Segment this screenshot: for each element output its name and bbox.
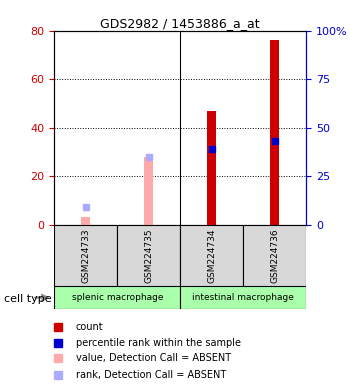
Text: count: count (76, 322, 104, 332)
Title: GDS2982 / 1453886_a_at: GDS2982 / 1453886_a_at (100, 17, 260, 30)
Bar (54, 286, 180, 309)
Text: GSM224733: GSM224733 (81, 228, 90, 283)
Text: intestinal macrophage: intestinal macrophage (192, 293, 294, 302)
Bar (117, 225, 180, 286)
Text: percentile rank within the sample: percentile rank within the sample (76, 338, 241, 348)
Text: value, Detection Call = ABSENT: value, Detection Call = ABSENT (76, 353, 231, 363)
Bar (270, 40, 279, 225)
Bar (81, 217, 90, 225)
Bar (207, 111, 216, 225)
Text: rank, Detection Call = ABSENT: rank, Detection Call = ABSENT (76, 371, 226, 381)
Text: GSM224735: GSM224735 (144, 228, 153, 283)
Bar (144, 157, 153, 225)
Bar (243, 225, 306, 286)
Bar (180, 225, 243, 286)
Text: cell type: cell type (4, 294, 51, 304)
Text: GSM224736: GSM224736 (270, 228, 279, 283)
Text: GSM224734: GSM224734 (207, 228, 216, 283)
Text: splenic macrophage: splenic macrophage (71, 293, 163, 302)
Bar (54, 225, 117, 286)
Bar (180, 286, 306, 309)
